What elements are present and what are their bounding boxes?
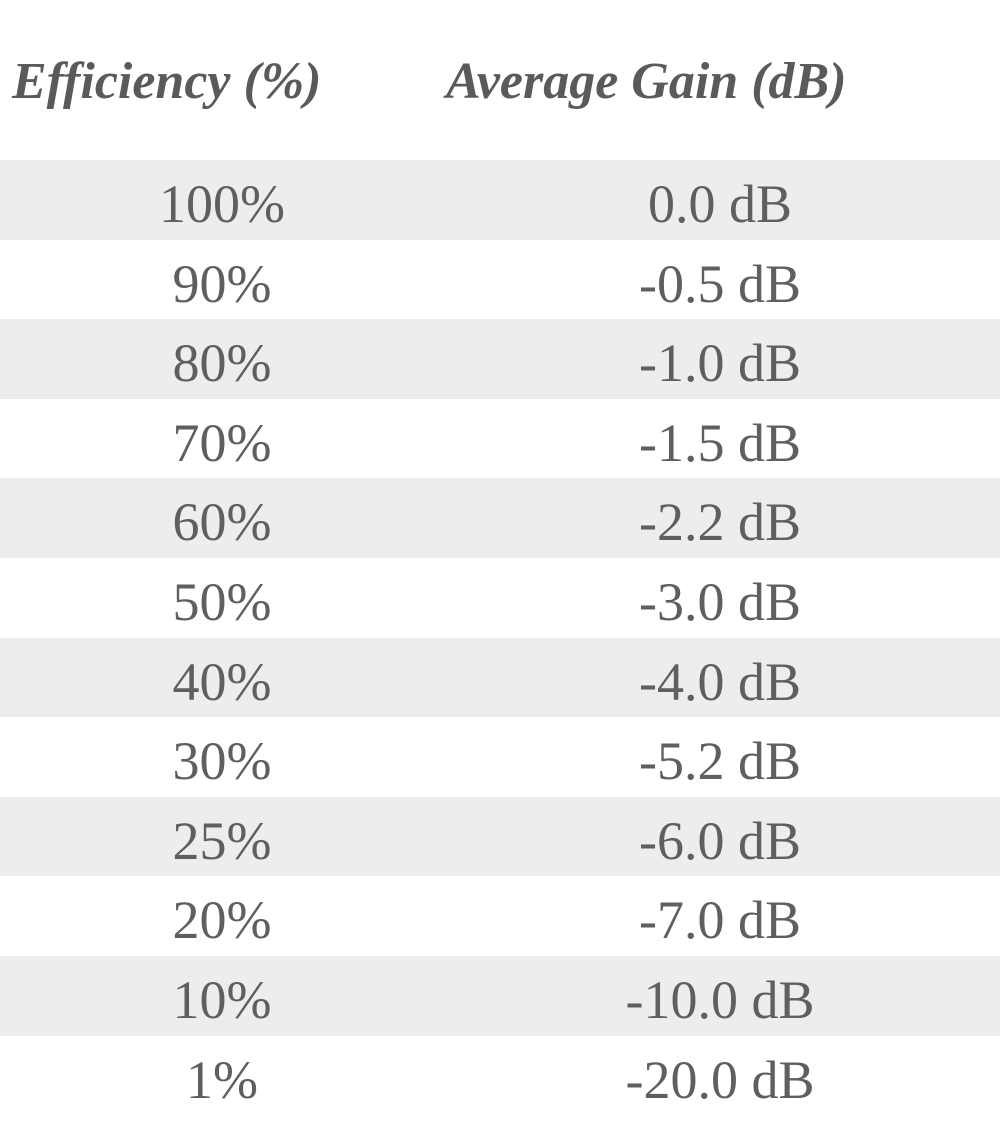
table-row: 20% -7.0 dB <box>0 876 1000 956</box>
efficiency-cell: 100% <box>159 174 285 234</box>
efficiency-cell: 10% <box>172 969 272 1030</box>
table-row: 90% -0.5 dB <box>0 240 1000 320</box>
gain-cell: -5.2 dB <box>639 731 801 792</box>
efficiency-cell: 60% <box>172 492 272 553</box>
table-row: 70% -1.5 dB <box>0 399 1000 479</box>
gain-cell: -3.0 dB <box>639 571 801 632</box>
table-row: 50% -3.0 dB <box>0 558 1000 638</box>
gain-cell: -4.0 dB <box>639 651 801 712</box>
gain-cell: -10.0 dB <box>625 969 815 1030</box>
table-row: 100% 0.0 dB <box>0 160 1000 240</box>
gain-cell: -7.0 dB <box>639 890 801 951</box>
efficiency-cell: 40% <box>172 651 272 712</box>
efficiency-cell: 25% <box>172 810 272 871</box>
table-row: 10% -10.0 dB <box>0 955 1000 1036</box>
table-row: 80% -1.0 dB <box>0 319 1000 399</box>
gain-cell: -6.0 dB <box>639 810 801 871</box>
efficiency-cell: 90% <box>172 253 272 314</box>
table-body: 100% 0.0 dB 90% -0.5 dB 80% -1.0 dB 70% … <box>0 160 1000 1115</box>
table-header: Efficiency (%) Average Gain (dB) <box>0 0 1000 160</box>
table-row: 30% -5.2 dB <box>0 717 1000 797</box>
gain-cell: -2.2 dB <box>639 492 801 553</box>
gain-cell: -1.5 dB <box>639 412 801 473</box>
table-row: 40% -4.0 dB <box>0 637 1000 718</box>
gain-column-header: Average Gain (dB) <box>446 53 847 110</box>
table-row: 1% -20.0 dB <box>0 1036 1000 1116</box>
gain-cell: 0.0 dB <box>647 174 793 234</box>
table-row: 60% -2.2 dB <box>0 478 1000 558</box>
efficiency-cell: 50% <box>172 571 272 632</box>
efficiency-cell: 30% <box>172 731 272 792</box>
table-row: 25% -6.0 dB <box>0 796 1000 877</box>
gain-cell: -1.0 dB <box>639 333 801 394</box>
efficiency-column-header: Efficiency (%) <box>12 53 322 110</box>
efficiency-cell: 20% <box>172 890 272 951</box>
gain-cell: -0.5 dB <box>639 253 801 314</box>
efficiency-cell: 70% <box>172 412 272 473</box>
efficiency-cell: 80% <box>172 333 272 394</box>
gain-cell: -20.0 dB <box>625 1049 815 1110</box>
efficiency-cell: 1% <box>186 1049 258 1110</box>
